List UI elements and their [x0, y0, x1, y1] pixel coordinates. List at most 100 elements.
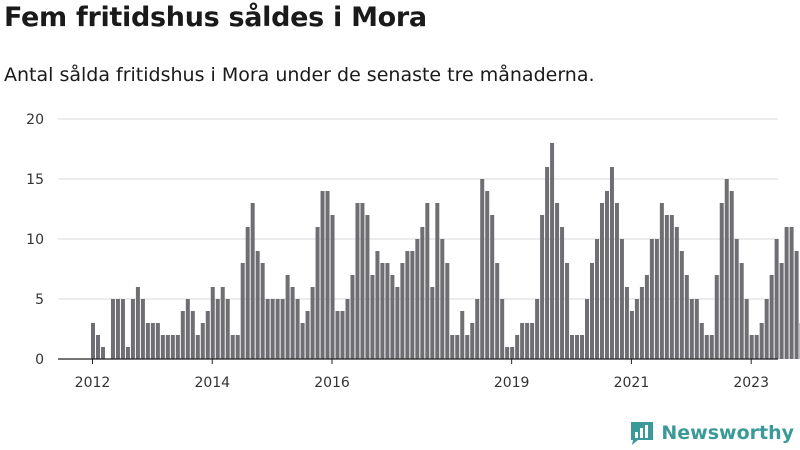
bar	[445, 263, 450, 359]
bar	[405, 251, 410, 359]
bar	[320, 191, 325, 359]
bar	[664, 215, 669, 359]
bar	[709, 335, 714, 359]
y-tick-label: 20	[26, 112, 44, 128]
bar	[570, 335, 575, 359]
bar	[694, 299, 699, 359]
bar	[779, 263, 784, 359]
bar	[200, 323, 205, 359]
bar	[415, 239, 420, 359]
bar	[764, 299, 769, 359]
bar	[500, 299, 505, 359]
bar	[375, 251, 380, 359]
bar	[689, 299, 694, 359]
bar	[260, 263, 265, 359]
chart-subtitle: Antal sålda fritidshus i Mora under de s…	[4, 64, 595, 86]
bar	[395, 287, 400, 359]
bar	[535, 299, 540, 359]
bar	[220, 287, 225, 359]
bar	[590, 263, 594, 359]
bar	[330, 215, 335, 359]
bar	[525, 323, 530, 359]
bar	[100, 347, 105, 359]
bar	[210, 287, 215, 359]
bar	[265, 299, 270, 359]
bar	[614, 203, 619, 359]
bar	[290, 287, 295, 359]
bar	[185, 299, 190, 359]
bar	[654, 239, 659, 359]
bar	[794, 251, 799, 359]
bar	[490, 215, 495, 359]
bar	[619, 239, 624, 359]
bar	[115, 299, 120, 359]
bar	[599, 203, 604, 359]
bar	[230, 335, 235, 359]
bar	[565, 263, 570, 359]
bar	[390, 275, 395, 359]
x-tick-label: 2014	[194, 375, 230, 391]
bar	[784, 227, 789, 359]
bar	[345, 299, 350, 359]
bar	[485, 191, 490, 359]
bar	[110, 299, 115, 359]
bar	[370, 275, 375, 359]
bar	[205, 311, 210, 359]
bar	[545, 167, 550, 359]
bar	[609, 167, 614, 359]
bar	[270, 299, 275, 359]
bar	[180, 311, 185, 359]
bar	[355, 203, 360, 359]
bar	[175, 335, 180, 359]
bar	[679, 251, 684, 359]
bar	[300, 323, 305, 359]
bar	[789, 227, 794, 359]
bar	[275, 299, 280, 359]
bar	[505, 347, 510, 359]
bar	[624, 287, 629, 359]
bar	[699, 323, 704, 359]
bar	[95, 335, 100, 359]
bar	[280, 299, 285, 359]
bar	[530, 323, 535, 359]
bar	[425, 203, 430, 359]
bar	[644, 275, 649, 359]
bar	[734, 239, 739, 359]
bar	[575, 335, 580, 359]
bar	[659, 203, 664, 359]
bar	[440, 239, 445, 359]
bar	[150, 323, 155, 359]
y-tick-label: 10	[26, 232, 44, 248]
bar	[470, 323, 475, 359]
bar	[225, 299, 230, 359]
bar	[215, 299, 220, 359]
bar	[305, 311, 310, 359]
bar	[724, 179, 729, 359]
bar	[455, 335, 460, 359]
bar	[450, 335, 455, 359]
bar	[520, 323, 525, 359]
bar	[550, 143, 555, 359]
bar	[719, 203, 724, 359]
y-tick-label: 5	[35, 292, 44, 308]
bar	[465, 335, 470, 359]
bar	[190, 311, 195, 359]
bar	[335, 311, 340, 359]
bar	[749, 335, 754, 359]
bar	[255, 251, 260, 359]
bar	[639, 287, 644, 359]
bar	[495, 263, 500, 359]
bar	[295, 299, 300, 359]
x-tick-label: 2012	[75, 375, 111, 391]
bar	[285, 275, 290, 359]
bar-chart: 0510152052012201420162019202120232025	[26, 112, 800, 391]
bar	[380, 263, 385, 359]
bar	[170, 335, 175, 359]
bar	[704, 335, 709, 359]
bar	[155, 323, 160, 359]
bar	[245, 227, 250, 359]
bar	[729, 191, 734, 359]
bar	[125, 347, 130, 359]
bar	[310, 287, 315, 359]
bar	[130, 299, 135, 359]
